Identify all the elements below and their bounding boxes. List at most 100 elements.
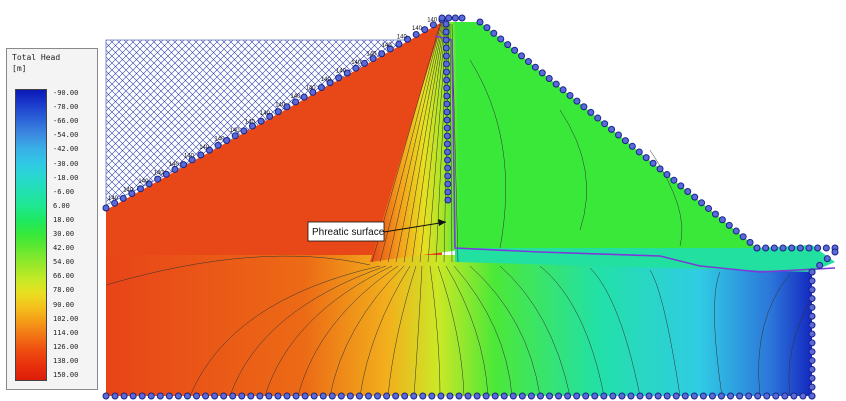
head-label: 140 [260, 111, 271, 117]
head-label: 140 [245, 120, 256, 126]
downstream-shell [455, 22, 757, 248]
boundary-node [111, 199, 119, 207]
boundary-node [476, 18, 484, 26]
boundary-node [265, 392, 273, 400]
boundary-node [274, 108, 282, 116]
boundary-node [717, 392, 725, 400]
head-label: 140 [275, 103, 286, 109]
boundary-node [383, 392, 391, 400]
boundary-node [326, 79, 334, 87]
boundary-node [677, 182, 685, 190]
boundary-node [698, 199, 706, 207]
boundary-node [808, 374, 816, 382]
boundary-node [473, 392, 481, 400]
boundary-node [564, 392, 572, 400]
boundary-node [527, 392, 535, 400]
boundary-node [645, 392, 653, 400]
boundary-node [214, 141, 222, 149]
boundary-node [822, 244, 830, 252]
boundary-node [193, 392, 201, 400]
boundary-node [636, 392, 644, 400]
foundation-equipotential-lines [105, 255, 811, 397]
boundary-node [627, 392, 635, 400]
boundary-node [419, 392, 427, 400]
head-label: 140 [123, 188, 134, 194]
boundary-node [443, 132, 451, 140]
boundary-node [188, 156, 196, 164]
boundary-node [796, 244, 804, 252]
foundation-region [106, 255, 812, 396]
boundary-node [831, 248, 839, 256]
boundary-node [808, 295, 816, 303]
head-label: 140 [306, 86, 317, 92]
boundary-node [573, 392, 581, 400]
boundary-node [442, 60, 450, 68]
boundary-node [736, 392, 744, 400]
boundary-node [808, 348, 816, 356]
boundary-node [346, 392, 354, 400]
head-label: 140 [366, 52, 377, 58]
boundary-node [490, 29, 498, 37]
head-label: 140 [336, 69, 347, 75]
head-label: 140 [214, 137, 225, 143]
boundary-node [444, 156, 452, 164]
legend-label: 138.00 [53, 356, 79, 365]
boundary-node [443, 84, 451, 92]
boundary-node [808, 312, 816, 320]
boundary-node [364, 392, 372, 400]
boundary-node [672, 392, 680, 400]
boundary-node [446, 392, 454, 400]
boundary-node [663, 171, 671, 179]
boundary-node [421, 26, 429, 34]
boundary-node [699, 392, 707, 400]
boundary-node [443, 116, 451, 124]
boundary-node [772, 392, 780, 400]
legend-label: 150.00 [53, 371, 79, 379]
boundary-node [162, 170, 170, 178]
boundary-node [442, 44, 450, 52]
boundary-node [292, 98, 300, 106]
boundary-node [442, 28, 450, 36]
head-label: 140 [169, 162, 180, 168]
boundary-node [120, 392, 128, 400]
boundary-node [111, 392, 119, 400]
boundary-node [823, 255, 831, 263]
boundary-node [808, 365, 816, 373]
boundary-node [642, 154, 650, 162]
boundary-node [455, 392, 463, 400]
boundary-node [360, 59, 368, 67]
boundary-node [816, 261, 824, 269]
boundary-node [220, 392, 228, 400]
boundary-node [223, 137, 231, 145]
legend-title: Total Head [12, 53, 61, 62]
legend-label: -6.00 [53, 187, 75, 196]
legend-label: -90.00 [53, 89, 79, 97]
boundary-node [337, 392, 345, 400]
boundary-node [445, 14, 453, 22]
head-label: 140 [184, 154, 195, 160]
legend-label: 114.00 [53, 328, 79, 337]
boundary-node [335, 74, 343, 82]
head-label: 140 [351, 60, 362, 66]
boundary-node [545, 75, 553, 82]
boundary-node [238, 392, 246, 400]
boundary-node [718, 216, 726, 224]
boundary-node [274, 392, 282, 400]
boundary-node [145, 180, 153, 188]
boundary-node [805, 244, 813, 252]
boundary-node [444, 196, 452, 204]
boundary-node [524, 58, 532, 66]
boundary-node [404, 35, 412, 43]
legend-label: 6.00 [53, 201, 70, 210]
boundary-node [790, 392, 798, 400]
legend-label: -18.00 [53, 173, 79, 182]
boundary-node [458, 14, 466, 22]
phreatic-surface-line [434, 35, 836, 273]
boundary-node [497, 35, 505, 43]
head-label: 140 [427, 18, 438, 24]
head-label: 140 [382, 43, 393, 49]
legend-label: 102.00 [53, 314, 79, 323]
boundary-node [808, 330, 816, 338]
head-label: 140 [154, 171, 165, 177]
boundary-node [266, 112, 274, 120]
